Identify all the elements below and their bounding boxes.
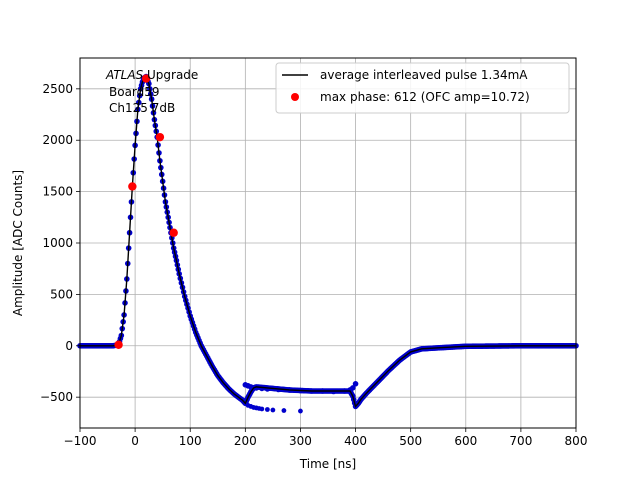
y-tick-label: 1000 xyxy=(42,236,73,250)
y-tick-label: 2500 xyxy=(42,82,73,96)
blue-stray-point xyxy=(281,408,287,413)
blue-stray-point xyxy=(298,408,303,414)
blue-stray-point xyxy=(248,384,254,390)
max-phase-point xyxy=(155,132,165,142)
max-phase-point xyxy=(114,340,123,349)
x-tick-label: 500 xyxy=(399,434,422,448)
average-pulse-line xyxy=(80,75,576,408)
annotation-atlas: ATLAS xyxy=(105,68,144,82)
blue-stray-point xyxy=(259,406,265,412)
blue-stray-point xyxy=(270,407,276,413)
y-tick-label: 1500 xyxy=(42,185,73,199)
x-tick-label: 800 xyxy=(565,434,588,448)
blue-stray-point xyxy=(264,407,270,412)
x-axis-label: Time [ns] xyxy=(299,457,356,471)
blue-stray-point xyxy=(352,381,359,387)
legend: average interleaved pulse 1.34mA max pha… xyxy=(275,62,570,114)
max-phase-point xyxy=(128,182,137,191)
legend-label-average-pulse: average interleaved pulse 1.34mA xyxy=(320,68,528,82)
blue-stray-point xyxy=(259,385,265,392)
x-tick-label: 100 xyxy=(179,434,202,448)
x-tick-label: 0 xyxy=(131,434,139,448)
annotation: ATLAS Upgrade Board59 Ch125 7dB xyxy=(105,68,198,115)
max-phase-point xyxy=(141,74,151,83)
blue-stray-point xyxy=(350,385,356,391)
annotation-channel: Ch125 7dB xyxy=(109,101,175,115)
legend-label-max-phase: max phase: 612 (OFC amp=10.72) xyxy=(320,90,530,104)
legend-box xyxy=(275,62,570,114)
y-tick-label: 500 xyxy=(50,287,73,301)
y-tick-label: 0 xyxy=(65,339,73,353)
x-tick-label: 600 xyxy=(454,434,477,448)
blue-stray-point xyxy=(264,386,271,392)
x-tick-label: 200 xyxy=(234,434,257,448)
x-tick-label: −100 xyxy=(64,434,97,448)
x-tick-label: 300 xyxy=(289,434,312,448)
y-axis-label: Amplitude [ADC Counts] xyxy=(11,170,25,316)
x-tick-label: 700 xyxy=(509,434,532,448)
legend-marker-max-phase xyxy=(291,93,299,101)
x-tick-label: 400 xyxy=(344,434,367,448)
max-phase-point xyxy=(169,228,178,237)
y-tick-label: −500 xyxy=(40,390,73,404)
svg-text:ATLAS Upgrade: ATLAS Upgrade xyxy=(105,68,198,82)
annotation-upgrade: Upgrade xyxy=(143,68,198,82)
annotation-board: Board59 xyxy=(109,85,160,99)
axis-ticks: −100 0 100 200 300 400 500 600 700 800 −500 0 500 100… xyxy=(40,82,587,448)
y-tick-label: 2000 xyxy=(42,133,73,147)
